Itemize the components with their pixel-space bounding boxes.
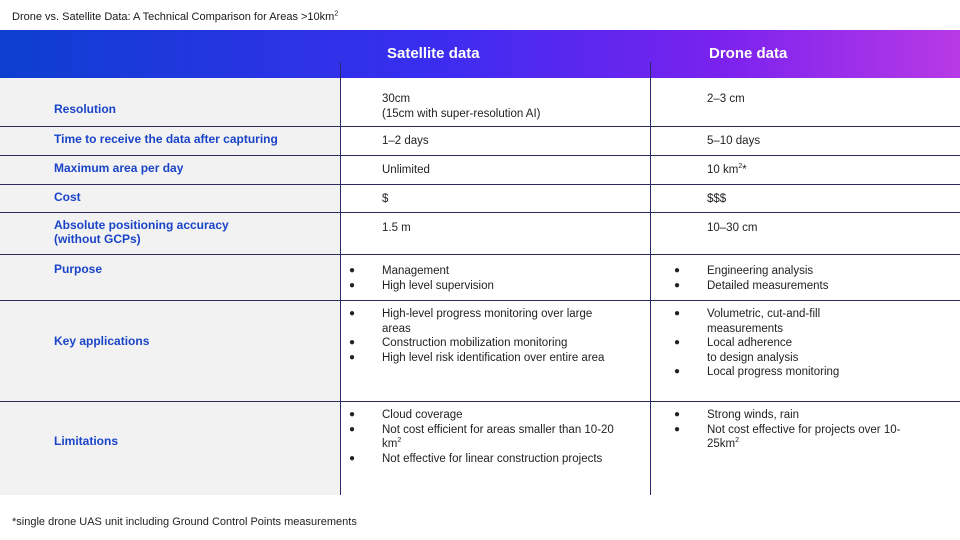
list-item: ● Engineering analysis — [674, 265, 814, 277]
list-item: ● Construction mobilization monitoring — [349, 337, 568, 349]
row-label: Limitations — [54, 434, 119, 448]
satellite-value: Unlimited — [382, 164, 430, 176]
drone-list: ● Volumetric, cut-and-fill measurements ● L… — [674, 307, 927, 380]
satellite-value: 30cm (15cm with super-resolution AI) — [382, 93, 541, 120]
list-item: ● Volumetric, cut-and-fill measurements — [674, 308, 821, 335]
list-item: ● Strong winds, rain — [674, 409, 800, 421]
drone-list: ● Engineering analysis ● Detailed measurem… — [674, 264, 927, 293]
drone-value: $$$ — [707, 193, 727, 205]
drone-value: 10 km2* — [707, 163, 747, 176]
header-drone: Drone data — [709, 45, 788, 62]
row-accuracy: Absolute positioning accuracy (without G… — [0, 213, 960, 255]
row-label: Purpose — [54, 262, 103, 276]
row-cost: Cost $ $$$ — [0, 185, 960, 213]
table-header: Satellite data Drone data — [0, 30, 960, 78]
column-divider — [340, 62, 341, 495]
list-item: ● Not effective for linear construction p… — [349, 452, 603, 465]
row-applications: Key applications ● High-level progress mo… — [0, 301, 960, 402]
header-satellite: Satellite data — [387, 45, 480, 62]
slide-title: Drone vs. Satellite Data: A Technical Co… — [12, 10, 339, 23]
drone-list: ● Strong winds, rain ● Not cost effective … — [674, 408, 922, 452]
list-item: ● Local progress monitoring — [674, 366, 840, 378]
row-label: Time to receive the data after capturing — [54, 132, 278, 146]
list-item: ● High level risk identification over ent… — [349, 351, 605, 364]
satellite-list: ● High-level progress monitoring over lar… — [349, 307, 622, 365]
list-item: ● High level supervision — [349, 279, 494, 292]
satellite-list: ● Cloud coverage ● Not cost efficient for … — [349, 408, 627, 466]
list-item: ● Management — [349, 265, 450, 277]
column-divider — [650, 62, 651, 495]
satellite-value: 1–2 days — [382, 135, 429, 147]
list-item: ● Cloud coverage — [349, 409, 463, 421]
drone-value: 10–30 cm — [707, 222, 758, 234]
footnote: *single drone UAS unit including Ground … — [12, 516, 357, 528]
satellite-value: $ — [382, 193, 389, 205]
row-area: Maximum area per day Unlimited 10 km2* — [0, 156, 960, 185]
list-item: ● Local adherence to design analysis — [674, 337, 799, 364]
row-label: Absolute positioning accuracy (without G… — [54, 218, 229, 246]
satellite-list: ● Management ● High level supervision — [349, 264, 632, 293]
row-label: Key applications — [54, 334, 150, 348]
drone-value: 5–10 days — [707, 135, 761, 147]
drone-value: 2–3 cm — [707, 93, 745, 105]
satellite-value: 1.5 m — [382, 222, 411, 234]
row-resolution: Resolution 30cm (15cm with super-resolut… — [0, 78, 960, 127]
row-label: Maximum area per day — [54, 161, 184, 175]
row-label: Resolution — [54, 102, 116, 116]
row-label: Cost — [54, 190, 81, 204]
list-item: ● High-level progress monitoring over lar… — [349, 308, 593, 335]
row-time: Time to receive the data after capturing… — [0, 127, 960, 156]
list-item: ● Detailed measurements — [674, 279, 829, 292]
list-item: ● Not cost effective for projects over 10… — [674, 423, 901, 451]
row-limitations: Limitations ● Cloud coverage ● Not cost ef… — [0, 402, 960, 495]
row-purpose: Purpose ● Management ● High level supervis… — [0, 255, 960, 301]
list-item: ● Not cost efficient for areas smaller th… — [349, 423, 614, 451]
